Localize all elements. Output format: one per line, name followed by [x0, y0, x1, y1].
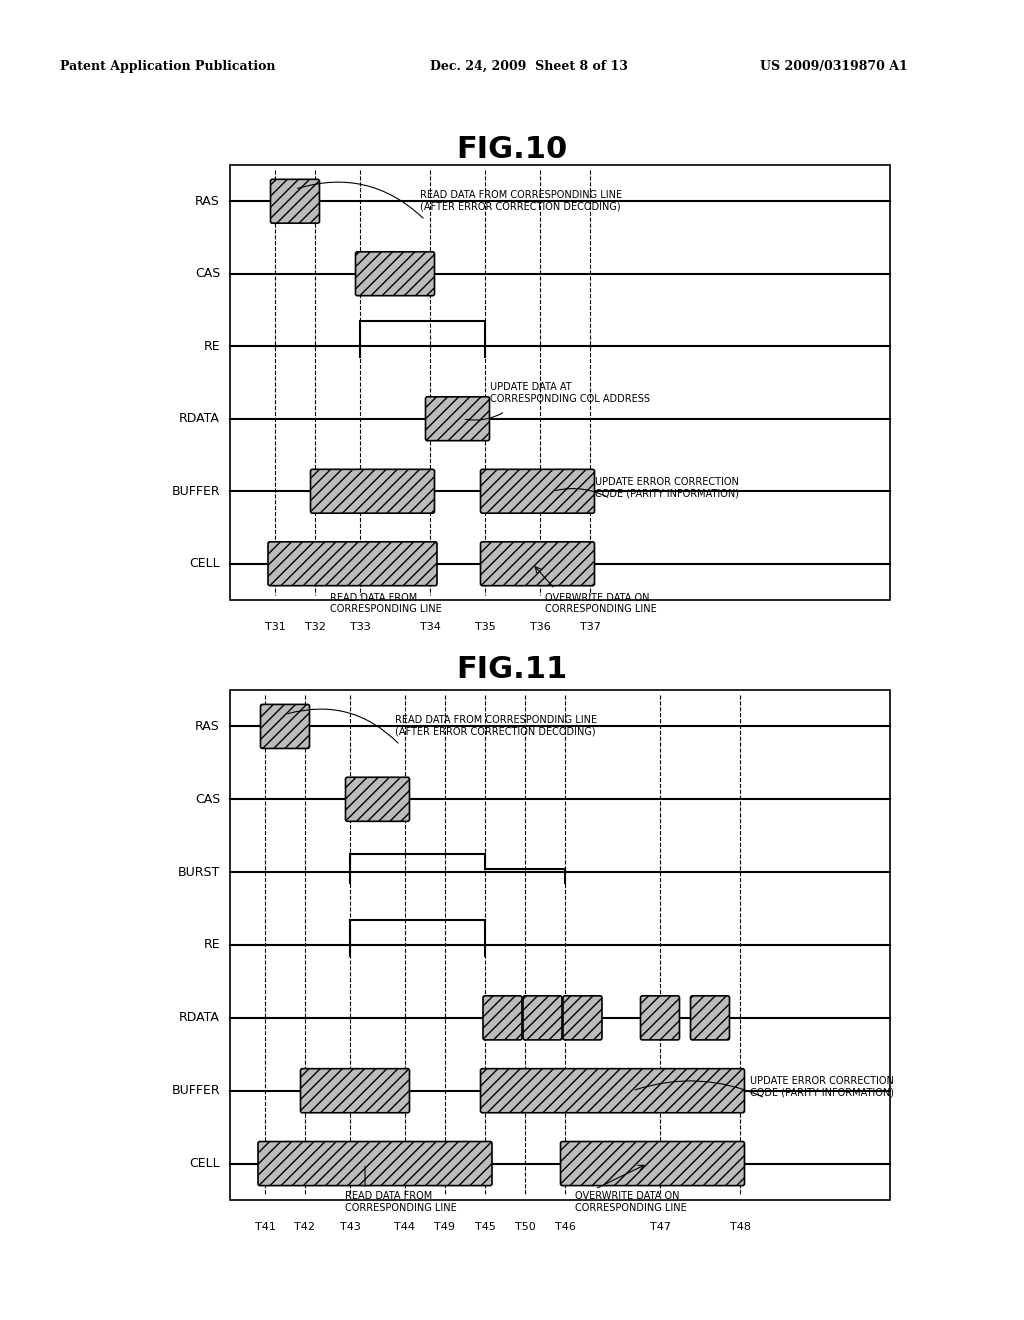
FancyBboxPatch shape	[270, 180, 319, 223]
Text: T45: T45	[474, 1222, 496, 1232]
FancyBboxPatch shape	[563, 995, 602, 1040]
Text: CAS: CAS	[195, 793, 220, 805]
Text: READ DATA FROM CORRESPONDING LINE
(AFTER ERROR CORRECTION DECODING): READ DATA FROM CORRESPONDING LINE (AFTER…	[395, 715, 597, 737]
FancyBboxPatch shape	[480, 541, 595, 586]
Text: OVERWRITE DATA ON
CORRESPONDING LINE: OVERWRITE DATA ON CORRESPONDING LINE	[545, 593, 656, 614]
FancyBboxPatch shape	[560, 1142, 744, 1185]
Text: T47: T47	[649, 1222, 671, 1232]
Text: CELL: CELL	[189, 557, 220, 570]
Text: BUFFER: BUFFER	[171, 484, 220, 498]
Text: READ DATA FROM CORRESPONDING LINE
(AFTER ERROR CORRECTION DECODING): READ DATA FROM CORRESPONDING LINE (AFTER…	[420, 190, 623, 211]
Text: RE: RE	[204, 939, 220, 952]
Text: RE: RE	[204, 339, 220, 352]
FancyBboxPatch shape	[483, 995, 522, 1040]
Text: T48: T48	[729, 1222, 751, 1232]
Text: T32: T32	[304, 622, 326, 632]
Text: RDATA: RDATA	[179, 412, 220, 425]
FancyBboxPatch shape	[523, 995, 562, 1040]
Text: BUFFER: BUFFER	[171, 1084, 220, 1097]
Text: T41: T41	[255, 1222, 275, 1232]
Text: FIG.10: FIG.10	[457, 135, 567, 164]
FancyBboxPatch shape	[310, 470, 434, 513]
FancyBboxPatch shape	[640, 995, 680, 1040]
Text: UPDATE DATA AT
CORRESPONDING COL ADDRESS: UPDATE DATA AT CORRESPONDING COL ADDRESS	[490, 383, 650, 404]
FancyBboxPatch shape	[260, 705, 309, 748]
Text: CELL: CELL	[189, 1158, 220, 1170]
Text: UPDATE ERROR CORRECTION
CODE (PARITY INFORMATION): UPDATE ERROR CORRECTION CODE (PARITY INF…	[595, 477, 739, 499]
FancyBboxPatch shape	[355, 252, 434, 296]
Text: RAS: RAS	[196, 195, 220, 207]
FancyBboxPatch shape	[690, 995, 729, 1040]
Text: T50: T50	[515, 1222, 536, 1232]
Text: CAS: CAS	[195, 267, 220, 280]
Text: T44: T44	[394, 1222, 416, 1232]
FancyBboxPatch shape	[268, 541, 437, 586]
Text: Dec. 24, 2009  Sheet 8 of 13: Dec. 24, 2009 Sheet 8 of 13	[430, 59, 628, 73]
Text: T49: T49	[434, 1222, 456, 1232]
Text: T35: T35	[475, 622, 496, 632]
Text: Patent Application Publication: Patent Application Publication	[60, 59, 275, 73]
Text: T36: T36	[529, 622, 550, 632]
Text: READ DATA FROM
CORRESPONDING LINE: READ DATA FROM CORRESPONDING LINE	[330, 593, 441, 614]
FancyBboxPatch shape	[480, 470, 595, 513]
Text: UPDATE ERROR CORRECTION
CODE (PARITY INFORMATION): UPDATE ERROR CORRECTION CODE (PARITY INF…	[750, 1076, 894, 1098]
Bar	[230, 165, 890, 601]
Text: US 2009/0319870 A1: US 2009/0319870 A1	[760, 59, 907, 73]
FancyBboxPatch shape	[258, 1142, 492, 1185]
Text: OVERWRITE DATA ON
CORRESPONDING LINE: OVERWRITE DATA ON CORRESPONDING LINE	[575, 1191, 687, 1213]
FancyBboxPatch shape	[345, 777, 410, 821]
Text: RDATA: RDATA	[179, 1011, 220, 1024]
Text: T46: T46	[555, 1222, 575, 1232]
Bar	[230, 690, 890, 1200]
FancyBboxPatch shape	[300, 1069, 410, 1113]
Text: RAS: RAS	[196, 719, 220, 733]
Text: T37: T37	[580, 622, 600, 632]
Text: BURST: BURST	[178, 866, 220, 879]
Text: T34: T34	[420, 622, 440, 632]
Text: T42: T42	[295, 1222, 315, 1232]
Text: READ DATA FROM
CORRESPONDING LINE: READ DATA FROM CORRESPONDING LINE	[345, 1191, 457, 1213]
Text: T43: T43	[340, 1222, 360, 1232]
Text: T31: T31	[264, 622, 286, 632]
FancyBboxPatch shape	[426, 397, 489, 441]
Text: T33: T33	[349, 622, 371, 632]
Text: FIG.11: FIG.11	[457, 655, 567, 684]
FancyBboxPatch shape	[480, 1069, 744, 1113]
